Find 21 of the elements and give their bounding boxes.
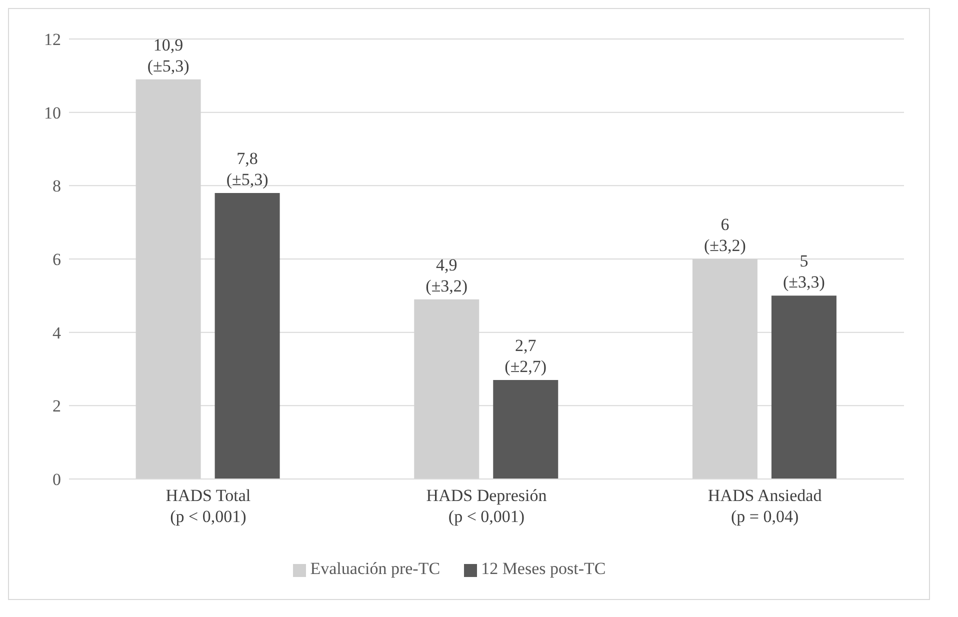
data-label: 10,9 (±5,3) — [147, 35, 190, 76]
data-label: 4,9 (±3,2) — [426, 255, 468, 296]
data-label: 5 (±3,3) — [783, 252, 825, 292]
y-tick-label: 2 — [52, 396, 61, 416]
bar — [214, 193, 280, 479]
legend-label: Evaluación pre-TC — [310, 559, 440, 578]
y-tick-label: 8 — [52, 176, 61, 196]
y-tick-label: 0 — [52, 470, 61, 490]
x-tick-label: HADS Ansiedad (p = 0,04) — [708, 486, 822, 526]
x-tick-label: HADS Total (p < 0,001) — [166, 486, 251, 526]
y-tick-label: 4 — [52, 323, 62, 342]
data-label: 7,8 (±5,3) — [226, 149, 268, 189]
bar — [493, 380, 558, 479]
legend-label: 12 Meses post-TC — [481, 559, 606, 578]
x-tick-label: HADS Depresión (p < 0,001) — [426, 486, 548, 526]
bar — [771, 296, 836, 479]
y-tick-label: 6 — [52, 250, 61, 270]
y-tick-label: 12 — [44, 30, 61, 50]
y-tick-label: 10 — [44, 103, 61, 122]
data-label: 2,7 (±2,7) — [504, 336, 547, 376]
data-label: 6 (±3,2) — [704, 215, 746, 255]
